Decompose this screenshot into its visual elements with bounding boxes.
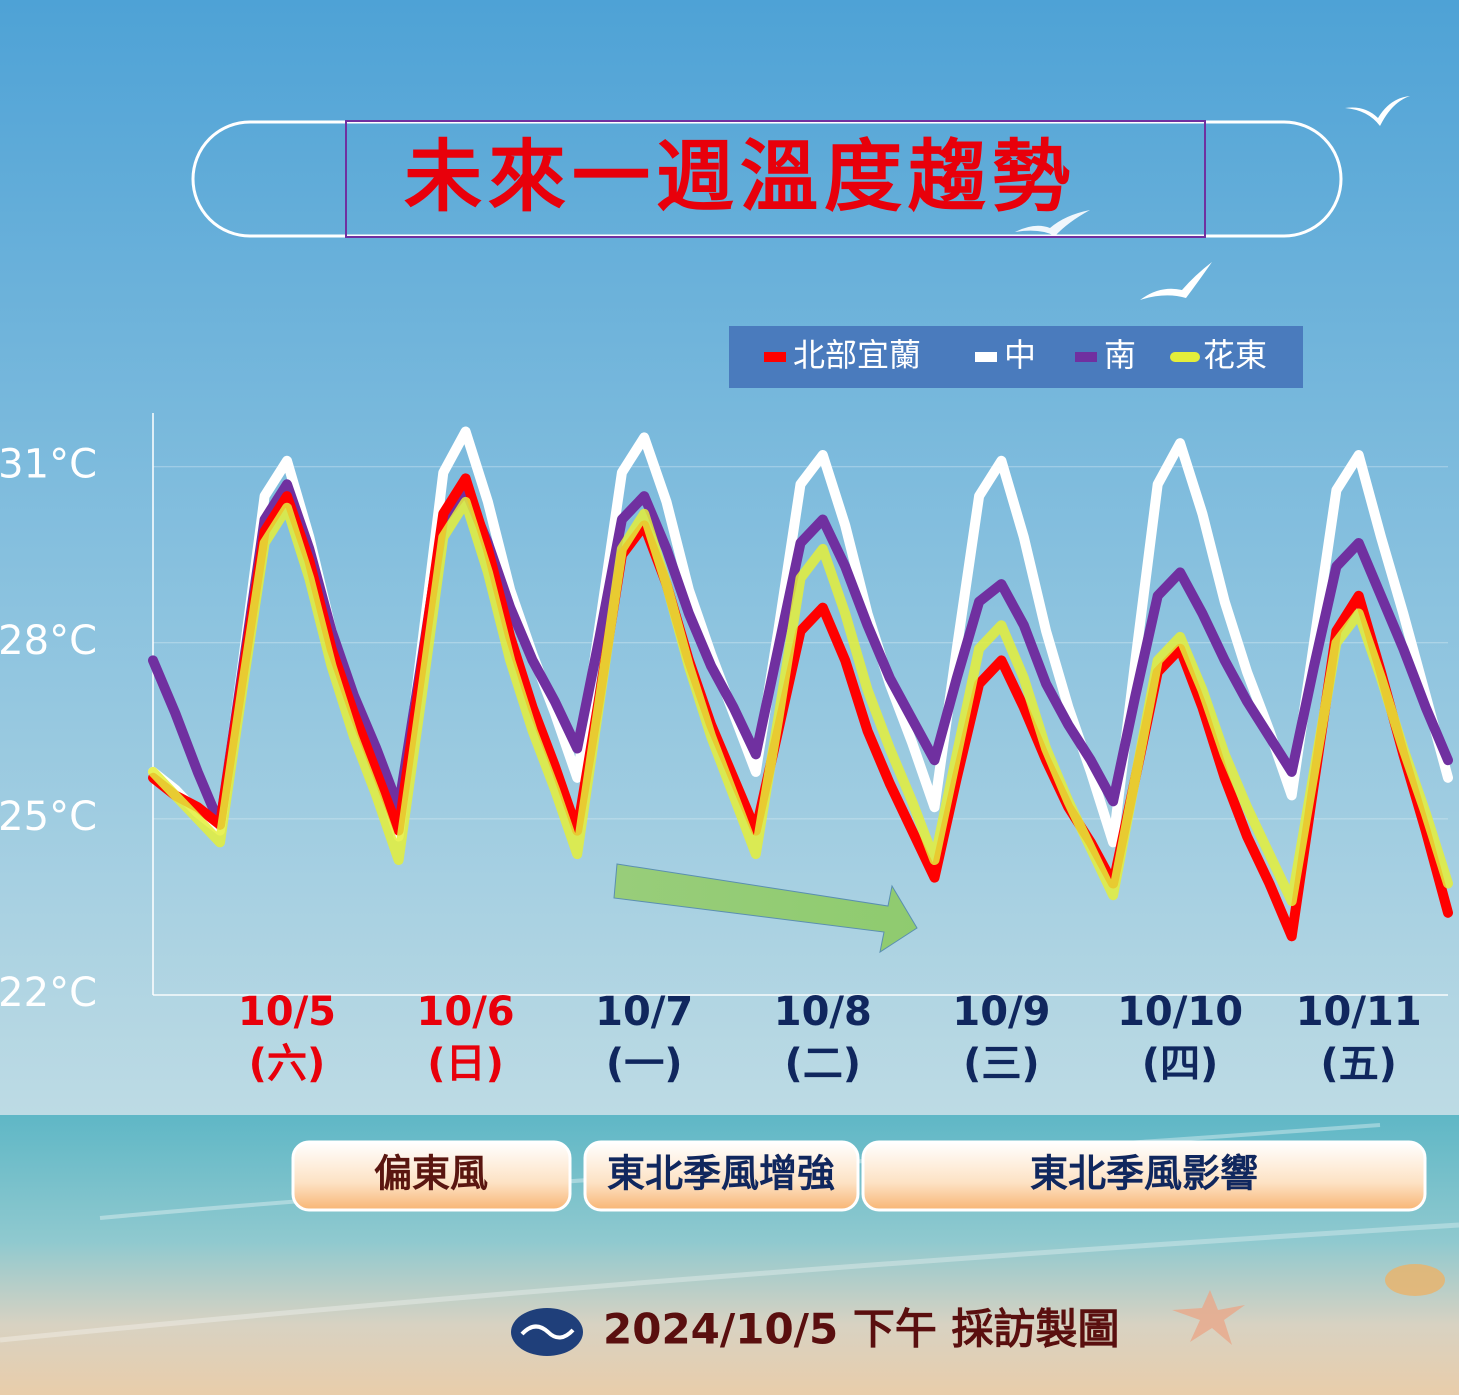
x-tick-label: 10/10 — [1117, 989, 1243, 1035]
x-tick-label: 10/9 — [952, 989, 1050, 1035]
x-tick-sublabel: (六) — [249, 1041, 326, 1087]
x-tick-sublabel: (三) — [963, 1041, 1040, 1087]
legend-label: 北部宜蘭 — [793, 336, 921, 374]
series-line — [148, 473, 1453, 942]
period-box — [291, 1140, 572, 1212]
x-tick-sublabel: (一) — [606, 1041, 683, 1087]
period-label: 東北季風增強 — [607, 1152, 835, 1196]
title-box — [345, 120, 1206, 238]
trend-arrow — [613, 863, 918, 954]
series-line — [148, 479, 1453, 830]
seagull — [1140, 262, 1212, 300]
y-tick-label: 22°C — [0, 970, 97, 1016]
logo-wave — [520, 1324, 575, 1340]
x-tick-sublabel: (五) — [1320, 1041, 1397, 1087]
x-tick-label: 10/8 — [774, 989, 872, 1035]
footer: 2024/10/5 下午 採訪製圖 — [603, 1305, 1120, 1354]
x-tick-label: 10/5 — [238, 989, 336, 1035]
starfish — [1172, 1290, 1245, 1345]
y-tick-label: 28°C — [0, 618, 97, 664]
legend-label: 南 — [1104, 336, 1136, 374]
period-box — [861, 1140, 1427, 1212]
x-tick-label: 10/7 — [595, 989, 693, 1035]
legend-label: 中 — [1004, 336, 1036, 374]
period-box — [583, 1140, 860, 1212]
legend-swatch — [1170, 352, 1200, 362]
x-tick-label: 10/11 — [1296, 989, 1422, 1035]
legend-swatch — [975, 352, 997, 362]
y-tick-label: 31°C — [0, 442, 97, 488]
x-tick-label: 10/6 — [417, 989, 515, 1035]
series-line — [148, 496, 1453, 907]
seagull — [1015, 210, 1090, 236]
seagull — [1345, 96, 1410, 126]
period-label: 偏東風 — [374, 1152, 488, 1196]
period-label: 東北季風影響 — [1030, 1152, 1258, 1196]
legend-label: 花東 — [1203, 336, 1267, 374]
legend-swatch — [764, 352, 786, 362]
legend-swatch — [1075, 352, 1097, 362]
wave — [0, 1222, 1459, 1343]
chart-title: 未來一週溫度趨勢 — [404, 132, 1076, 222]
y-tick-label: 25°C — [0, 794, 97, 840]
x-tick-sublabel: (日) — [427, 1041, 504, 1087]
x-tick-sublabel: (二) — [785, 1041, 862, 1087]
x-tick-sublabel: (四) — [1142, 1041, 1219, 1087]
shell — [1385, 1264, 1445, 1296]
legend-box — [729, 326, 1303, 388]
